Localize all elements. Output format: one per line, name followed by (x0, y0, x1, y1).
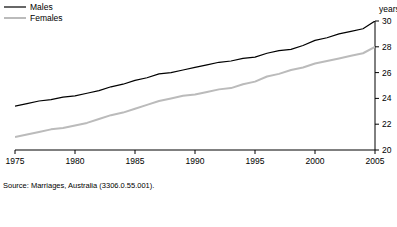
legend-label: Females (30, 13, 63, 23)
x-tick (375, 150, 376, 154)
x-tick-label: 1980 (66, 156, 85, 166)
x-tick-label: 2000 (306, 156, 325, 166)
x-tick (75, 150, 76, 154)
y-tick-label: 28 (382, 42, 392, 52)
x-tick-label: 1985 (126, 156, 145, 166)
y-tick-label: 22 (382, 119, 392, 129)
x-tick (255, 150, 256, 154)
chart: 1975 1980 1985 1990 1995 2000 200520 22 24 26 28 30… (0, 0, 397, 227)
y-tick (375, 21, 379, 22)
y-tick (375, 46, 379, 47)
y-tick-label: 26 (382, 68, 392, 78)
y-tick-label: 30 (382, 16, 392, 26)
legend: MalesFemales (4, 2, 63, 23)
x-tick-label: 1995 (246, 156, 265, 166)
x-tick (315, 150, 316, 154)
legend-swatch (4, 17, 26, 19)
series-line (15, 21, 375, 106)
y-axis (375, 21, 376, 150)
x-tick-label: 1990 (186, 156, 205, 166)
x-tick (15, 150, 16, 154)
y-tick (375, 98, 379, 99)
y-tick (375, 124, 379, 125)
source-note: Source: Marriages, Australia (3306.0.55.… (3, 181, 154, 190)
y-tick-label: 24 (382, 93, 392, 103)
legend-label: Males (30, 2, 53, 12)
plot-lines (15, 21, 375, 137)
y-tick (375, 72, 379, 73)
y-tick (375, 150, 379, 151)
legend-swatch (4, 6, 26, 7)
y-axis-label: years (379, 4, 397, 14)
series-line (15, 47, 375, 137)
x-tick-label: 2005 (366, 156, 385, 166)
y-tick-label: 20 (382, 145, 392, 155)
x-tick (195, 150, 196, 154)
x-tick-label: 1975 (6, 156, 25, 166)
x-tick (135, 150, 136, 154)
